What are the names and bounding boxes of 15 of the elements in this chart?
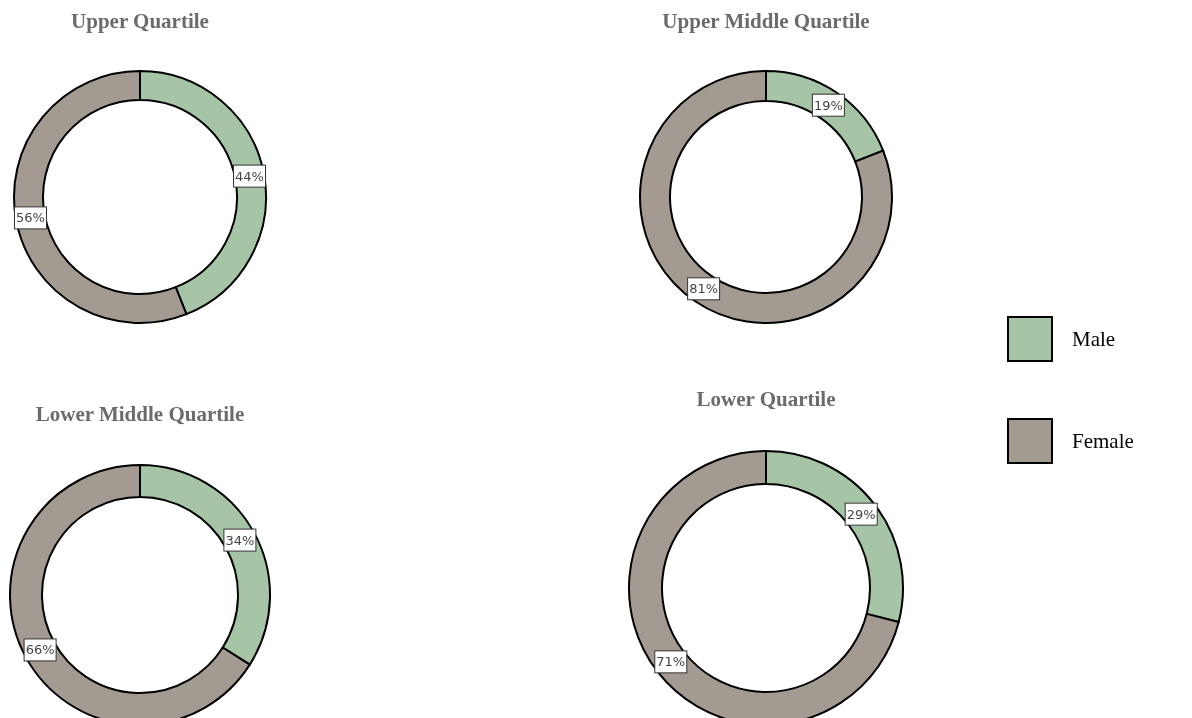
chart-title: Upper Middle Quartile (661, 9, 871, 34)
data-label: 66% (25, 642, 55, 658)
data-label: 34% (225, 532, 255, 548)
donut-slice (639, 70, 893, 324)
data-label: 81% (689, 281, 719, 297)
legend-label: Male (1072, 327, 1116, 351)
data-label: 29% (846, 506, 876, 522)
data-label: 19% (813, 97, 843, 113)
data-label: 44% (235, 168, 264, 184)
legend-label: Female (1072, 429, 1134, 453)
chart-title: Lower Middle Quartile (34, 402, 246, 427)
chart-title: Lower Quartile (695, 387, 837, 412)
data-label: 56% (16, 210, 45, 226)
chart-title: Upper Quartile (70, 9, 210, 34)
data-label: 71% (656, 654, 686, 670)
